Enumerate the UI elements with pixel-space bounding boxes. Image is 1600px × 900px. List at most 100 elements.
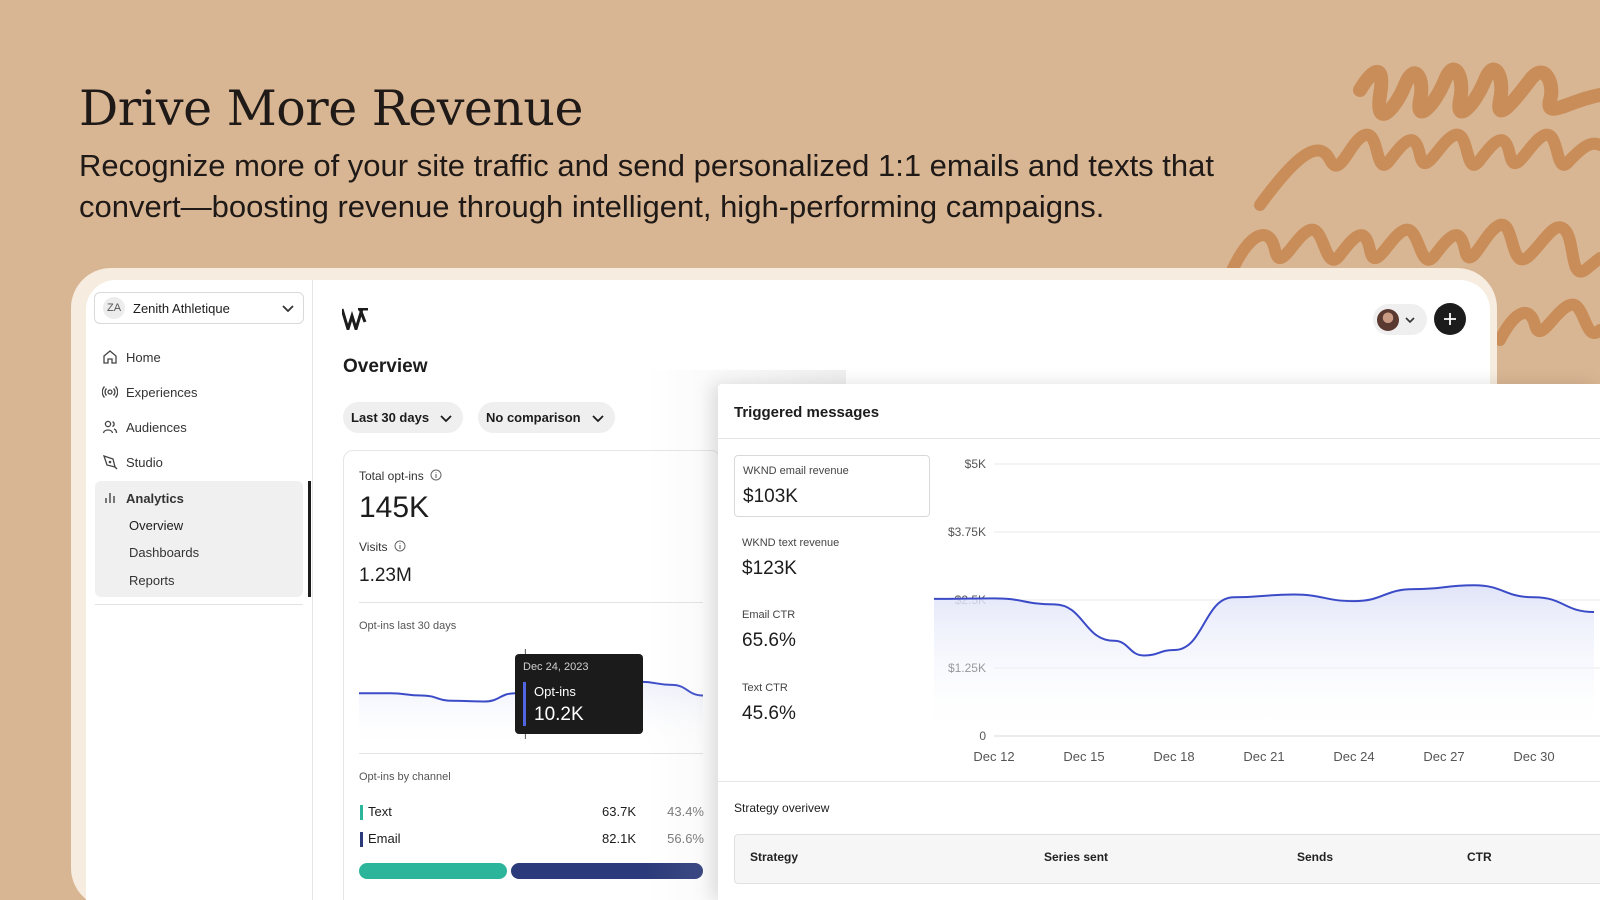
column-header-series-sent[interactable]: Series sent: [1044, 850, 1109, 864]
avatar: [1377, 308, 1399, 331]
hero-subtitle: Recognize more of your site traffic and …: [79, 148, 1214, 224]
sidebar-item-label: Analytics: [126, 490, 184, 506]
comparison-dropdown[interactable]: No comparison: [478, 402, 615, 433]
metric-value: $123K: [742, 558, 797, 579]
metric-value: 45.6%: [742, 703, 796, 724]
sidebar-item-analytics[interactable]: Analytics: [102, 490, 184, 506]
channel-percent: 43.4%: [667, 804, 704, 819]
org-avatar: ZA: [103, 297, 125, 319]
metric-email-ctr[interactable]: Email CTR 65.6%: [734, 600, 930, 662]
trend-label: Opt-ins last 30 days: [359, 620, 457, 632]
strategy-table-header: Strategy Series sent Sends CTR: [734, 834, 1600, 884]
decorative-squiggles: [1224, 62, 1600, 346]
org-switcher[interactable]: ZA Zenith Athletique: [94, 292, 304, 324]
brand-logo: [342, 308, 368, 330]
hero-title: Drive More Revenue: [79, 80, 584, 137]
panel-divider: [718, 781, 1600, 782]
channel-count: 82.1K: [602, 831, 636, 846]
x-tick-label: Dec 18: [1153, 749, 1194, 764]
metric-value: $103K: [743, 486, 798, 507]
sidebar-item-audiences[interactable]: Audiences: [102, 419, 187, 435]
pen-icon: [102, 454, 118, 470]
info-icon[interactable]: [394, 540, 406, 552]
org-name: Zenith Athletique: [133, 300, 230, 316]
date-range-dropdown[interactable]: Last 30 days: [343, 402, 464, 433]
total-optins-label: Total opt-ins: [359, 469, 442, 483]
column-header-strategy[interactable]: Strategy: [750, 850, 799, 864]
user-menu[interactable]: [1373, 304, 1427, 335]
y-tick-label: $5K: [965, 457, 986, 471]
metric-text-ctr[interactable]: Text CTR 45.6%: [734, 673, 930, 735]
x-tick-label: Dec 12: [973, 749, 1014, 764]
sidebar-item-label: Studio: [126, 454, 163, 470]
bar-chart-icon: [105, 493, 115, 503]
users-icon: [102, 420, 118, 434]
metric-text-revenue[interactable]: WKND text revenue $123K: [734, 528, 930, 590]
chevron-down-icon: [440, 414, 452, 422]
sidebar-divider: [95, 604, 303, 605]
sidebar-item-studio[interactable]: Studio: [102, 454, 163, 470]
chevron-down-icon: [591, 414, 604, 422]
channel-percent: 56.6%: [667, 831, 704, 846]
page-title: Overview: [343, 356, 428, 377]
comparison-label: No comparison: [486, 410, 581, 425]
x-tick-label: Dec 30: [1513, 749, 1554, 764]
date-range-label: Last 30 days: [351, 410, 430, 425]
sidebar-item-label: Home: [126, 349, 161, 365]
metric-label: WKND text revenue: [742, 537, 840, 549]
panel-divider: [718, 438, 1600, 439]
metric-label: WKND email revenue: [743, 465, 849, 477]
metric-email-revenue[interactable]: WKND email revenue $103K: [734, 455, 930, 517]
metric-label: Email CTR: [742, 609, 796, 621]
sidebar-sub-overview[interactable]: Overview: [129, 518, 184, 533]
chevron-down-icon: [1405, 316, 1415, 323]
visits-label: Visits: [359, 540, 406, 554]
visits-label-text: Visits: [359, 540, 388, 554]
sidebar-item-home[interactable]: Home: [102, 349, 161, 365]
metric-label: Text CTR: [742, 682, 788, 694]
x-tick-label: Dec 27: [1423, 749, 1464, 764]
column-header-sends[interactable]: Sends: [1297, 850, 1334, 864]
total-optins-label-text: Total opt-ins: [359, 469, 424, 483]
broadcast-icon: [102, 386, 118, 398]
channel-swatch: [360, 832, 363, 847]
sidebar-item-label: Experiences: [126, 384, 198, 400]
sidebar: ZA Zenith Athletique Home Experiences Au…: [86, 280, 313, 900]
x-tick-label: Dec 21: [1243, 749, 1284, 764]
tooltip-label: Opt-ins: [534, 684, 576, 699]
home-icon: [103, 350, 117, 364]
x-tick-label: Dec 15: [1063, 749, 1104, 764]
card-divider: [359, 602, 703, 603]
channel-name: Email: [368, 831, 401, 846]
card-divider: [359, 753, 703, 754]
column-header-ctr[interactable]: CTR: [1467, 850, 1492, 864]
info-icon[interactable]: [430, 469, 442, 481]
strategy-title: Strategy overivew: [734, 801, 830, 815]
channel-count: 63.7K: [602, 804, 636, 819]
create-button[interactable]: [1434, 303, 1466, 335]
share-segment-email: [510, 863, 703, 879]
optins-card: Total opt-ins 145K Visits 1.23M Opt-ins …: [343, 450, 721, 900]
tooltip-date: Dec 24, 2023: [523, 661, 589, 673]
y-tick-label: $3.75K: [948, 525, 986, 539]
metric-value: 65.6%: [742, 630, 796, 651]
panel-title: Triggered messages: [734, 404, 880, 421]
channel-swatch: [360, 805, 363, 820]
revenue-area: [934, 585, 1594, 736]
total-optins-value: 145K: [359, 491, 430, 524]
sidebar-sub-reports[interactable]: Reports: [129, 573, 175, 588]
visits-value: 1.23M: [359, 565, 412, 586]
plus-icon: [1444, 313, 1456, 325]
sidebar-item-label: Audiences: [126, 419, 187, 435]
sidebar-item-experiences[interactable]: Experiences: [102, 384, 198, 400]
chart-tooltip: Dec 24, 2023 Opt-ins 10.2K: [515, 654, 643, 734]
channel-share-bar: [359, 863, 703, 879]
sidebar-sub-dashboards[interactable]: Dashboards: [129, 545, 200, 560]
tooltip-value: 10.2K: [534, 704, 584, 725]
tooltip-swatch: [523, 682, 526, 726]
x-tick-label: Dec 24: [1333, 749, 1374, 764]
triggered-messages-panel: Triggered messages WKND email revenue $1…: [718, 384, 1600, 900]
analytics-group: [95, 481, 303, 597]
chevron-down-icon: [282, 305, 294, 313]
